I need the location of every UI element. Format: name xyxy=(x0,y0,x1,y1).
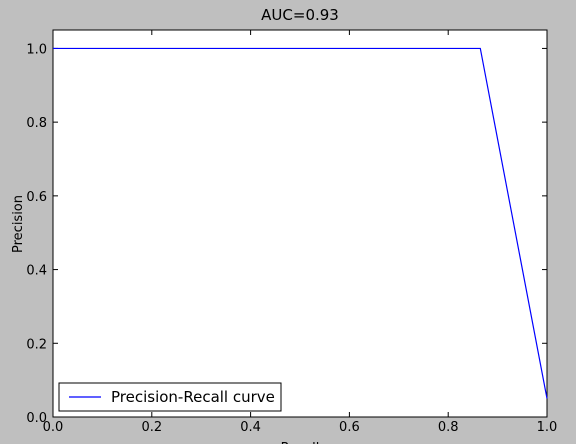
y-tick-label: 0.6 xyxy=(26,190,47,205)
y-tick-label: 0.8 xyxy=(26,116,47,131)
y-tick-label: 0.2 xyxy=(26,337,47,352)
chart-title: AUC=0.93 xyxy=(261,6,339,24)
x-axis-label: Recall xyxy=(281,441,320,444)
x-tick-label: 0.2 xyxy=(141,420,162,435)
y-tick-label: 0.0 xyxy=(26,411,47,426)
x-tick-label: 0.8 xyxy=(438,420,459,435)
x-tick-label: 0.6 xyxy=(339,420,360,435)
line-series xyxy=(53,47,548,399)
plot-area xyxy=(52,29,548,418)
y-axis-label: Precision xyxy=(11,195,26,253)
x-tick-label: 0.0 xyxy=(43,420,64,435)
x-tick-label: 1.0 xyxy=(537,420,558,435)
y-tick-label: 1.0 xyxy=(26,42,47,57)
x-tick-label: 0.4 xyxy=(240,420,261,435)
y-tick-label: 0.4 xyxy=(26,264,47,279)
legend-label: Precision-Recall curve xyxy=(111,388,275,406)
